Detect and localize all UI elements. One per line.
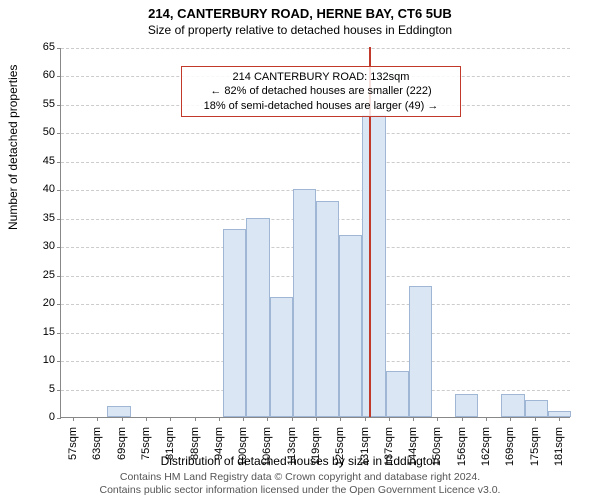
y-tick-mark [57,418,61,419]
x-tick-mark [195,417,196,421]
x-tick-mark [73,417,74,421]
histogram-bar [107,406,130,417]
y-tick-mark [57,333,61,334]
x-tick-mark [535,417,536,421]
histogram-bar [362,115,385,417]
y-tick-mark [57,48,61,49]
histogram-bar [409,286,432,417]
x-tick-mark [462,417,463,421]
annotation-line-3: 18% of semi-detached houses are larger (… [188,99,454,113]
y-axis-label: Number of detached properties [6,65,20,230]
x-tick-mark [267,417,268,421]
y-tick-mark [57,105,61,106]
chart-footer: Contains HM Land Registry data © Crown c… [0,471,600,498]
y-tick-mark [57,76,61,77]
y-tick-mark [57,247,61,248]
gridline-h [61,133,570,134]
y-tick-mark [57,219,61,220]
x-tick-mark [122,417,123,421]
y-tick-mark [57,276,61,277]
histogram-bar [293,189,316,417]
histogram-bar [270,297,293,417]
chart-subtitle: Size of property relative to detached ho… [0,21,600,37]
y-tick-label: 0 [49,411,61,423]
x-tick-mark [389,417,390,421]
x-tick-mark [97,417,98,421]
annotation-box: 214 CANTERBURY ROAD: 132sqm← 82% of deta… [181,66,461,117]
x-tick-mark [219,417,220,421]
gridline-h [61,48,570,49]
x-tick-mark [292,417,293,421]
y-tick-mark [57,133,61,134]
annotation-line-1: 214 CANTERBURY ROAD: 132sqm [188,70,454,84]
x-axis-label: Distribution of detached houses by size … [0,454,600,468]
histogram-bar [455,394,478,417]
histogram-bar [525,400,548,417]
x-tick-mark [486,417,487,421]
histogram-bar [386,371,409,417]
gridline-h [61,162,570,163]
y-tick-mark [57,304,61,305]
x-tick-mark [146,417,147,421]
x-tick-mark [510,417,511,421]
x-tick-mark [170,417,171,421]
footer-line-2: Contains public sector information licen… [0,484,600,498]
x-tick-mark [316,417,317,421]
y-tick-mark [57,361,61,362]
histogram-bar [339,235,362,417]
x-tick-mark [413,417,414,421]
chart-plot-area: 0510152025303540455055606557sqm63sqm69sq… [60,48,570,418]
histogram-bar [316,201,339,417]
histogram-bar [223,229,246,417]
x-tick-mark [243,417,244,421]
histogram-bar [501,394,524,417]
chart-title: 214, CANTERBURY ROAD, HERNE BAY, CT6 5UB [0,0,600,21]
x-tick-mark [365,417,366,421]
y-tick-label: 65 [43,41,61,53]
x-tick-mark [437,417,438,421]
histogram-bar [246,218,269,417]
y-tick-mark [57,190,61,191]
y-tick-mark [57,390,61,391]
y-tick-mark [57,162,61,163]
x-tick-mark [340,417,341,421]
annotation-line-2: ← 82% of detached houses are smaller (22… [188,84,454,98]
x-tick-mark [559,417,560,421]
footer-line-1: Contains HM Land Registry data © Crown c… [0,471,600,485]
